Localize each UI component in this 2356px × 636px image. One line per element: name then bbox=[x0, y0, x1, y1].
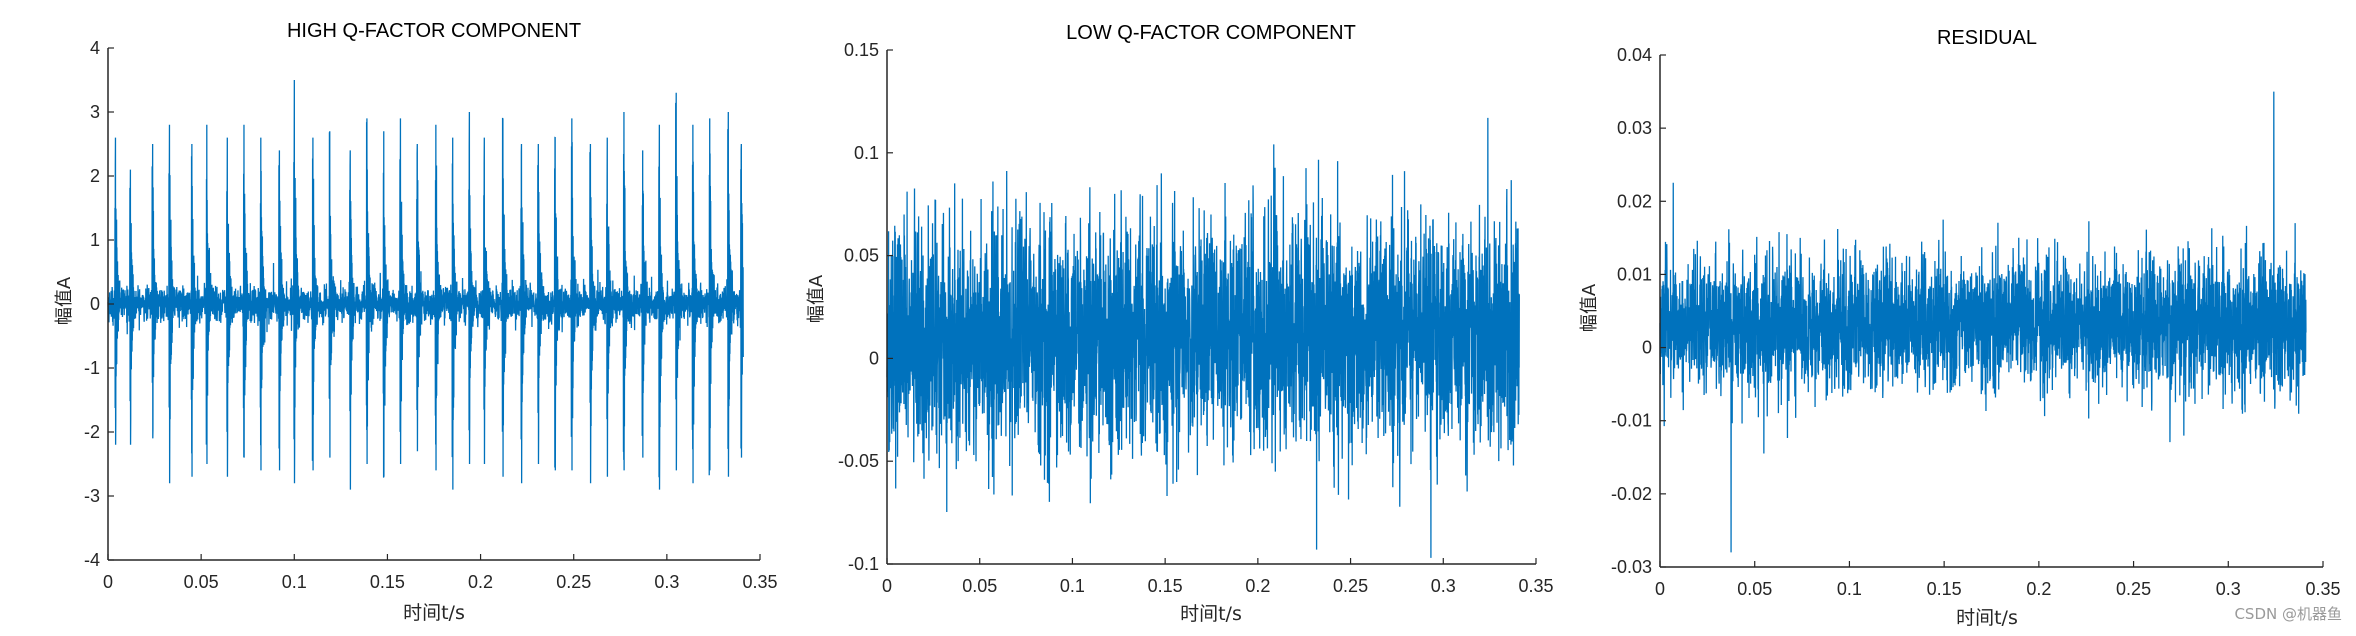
x-axis-label: 时间t/s bbox=[403, 602, 465, 624]
x-tick-label: 0.15 bbox=[1927, 579, 1962, 599]
watermark: CSDN @机器鱼 bbox=[2234, 605, 2342, 623]
chart-low-q-factor: LOW Q-FACTOR COMPONENT 幅值A 时间t/s 0 0.05 0.… bbox=[806, 22, 1554, 625]
chart-title: LOW Q-FACTOR COMPONENT bbox=[1066, 22, 1356, 44]
y-tick-label: -3 bbox=[84, 486, 100, 506]
x-axis-label: 时间t/s bbox=[1956, 607, 2018, 629]
y-tick-label: 3 bbox=[90, 102, 100, 122]
y-axis-label: 幅值A bbox=[54, 276, 75, 325]
axes: 0 0.05 0.1 0.15 0.2 0.25 0.3 0.35 -4 -3 -2 -1 0 1 2 3 4 bbox=[84, 38, 778, 592]
x-tick-label: 0.05 bbox=[1737, 579, 1772, 599]
x-tick-label: 0.2 bbox=[2026, 579, 2051, 599]
y-tick-label: -2 bbox=[84, 422, 100, 442]
series-line bbox=[886, 117, 1520, 558]
y-tick-label: 0.01 bbox=[1617, 264, 1652, 284]
y-tick-label: 0 bbox=[90, 294, 100, 314]
x-tick-label: 0.2 bbox=[468, 572, 493, 592]
chart-residual: RESIDUAL 幅值A 时间t/s 0 0.05 0.1 0.15 0.2 0.25 0.… bbox=[1579, 27, 2341, 629]
y-tick-label: 0.02 bbox=[1617, 191, 1652, 211]
signal-trace bbox=[107, 79, 744, 490]
series-line bbox=[107, 79, 744, 490]
axes: 0 0.05 0.1 0.15 0.2 0.25 0.3 0.35 -0.1 -0.05 0 0.05… bbox=[838, 40, 1554, 596]
x-tick-label: 0.3 bbox=[2216, 579, 2241, 599]
axes: 0 0.05 0.1 0.15 0.2 0.25 0.3 0.35 -0.03 -0.02 -0.0… bbox=[1611, 45, 2341, 599]
x-tick-label: 0.15 bbox=[370, 572, 405, 592]
x-tick-label: 0 bbox=[1655, 579, 1665, 599]
y-tick-label: 4 bbox=[90, 38, 100, 58]
y-axis-label: 幅值A bbox=[806, 274, 827, 323]
x-tick-label: 0.1 bbox=[282, 572, 307, 592]
x-tick-label: 0.3 bbox=[654, 572, 679, 592]
chart-title: RESIDUAL bbox=[1937, 27, 2037, 49]
x-tick-label: 0.2 bbox=[1245, 576, 1270, 596]
x-tick-label: 0.25 bbox=[2116, 579, 2151, 599]
y-tick-label: -0.02 bbox=[1611, 484, 1652, 504]
signal-trace bbox=[1659, 91, 2307, 553]
chart-title: HIGH Q-FACTOR COMPONENT bbox=[287, 20, 581, 42]
y-tick-label: -0.05 bbox=[838, 451, 879, 471]
x-tick-label: 0.25 bbox=[556, 572, 591, 592]
y-tick-label: -1 bbox=[84, 358, 100, 378]
x-axis-label: 时间t/s bbox=[1180, 603, 1242, 625]
y-tick-label: 1 bbox=[90, 230, 100, 250]
x-tick-label: 0.35 bbox=[742, 572, 777, 592]
x-tick-label: 0.1 bbox=[1060, 576, 1085, 596]
y-tick-label: -0.03 bbox=[1611, 557, 1652, 577]
x-tick-label: 0 bbox=[103, 572, 113, 592]
y-tick-label: -0.01 bbox=[1611, 411, 1652, 431]
x-tick-label: 0.05 bbox=[184, 572, 219, 592]
x-tick-label: 0.35 bbox=[1518, 576, 1553, 596]
y-tick-label: -0.1 bbox=[848, 554, 879, 574]
y-tick-label: 0 bbox=[869, 348, 879, 368]
x-tick-label: 0.3 bbox=[1431, 576, 1456, 596]
x-tick-label: 0.35 bbox=[2305, 579, 2340, 599]
y-tick-label: -4 bbox=[84, 550, 100, 570]
x-tick-label: 0 bbox=[882, 576, 892, 596]
signal-trace bbox=[886, 117, 1520, 558]
chart-high-q-factor: HIGH Q-FACTOR COMPONENT 幅值A 时间t/s 0 0.05 0… bbox=[54, 20, 778, 624]
x-tick-label: 0.25 bbox=[1333, 576, 1368, 596]
y-tick-label: 0.15 bbox=[844, 40, 879, 60]
x-tick-label: 0.1 bbox=[1837, 579, 1862, 599]
y-tick-label: 0 bbox=[1642, 338, 1652, 358]
x-tick-label: 0.05 bbox=[962, 576, 997, 596]
x-tick-label: 0.15 bbox=[1148, 576, 1183, 596]
y-tick-label: 2 bbox=[90, 166, 100, 186]
series-line bbox=[1659, 91, 2307, 553]
y-axis-label: 幅值A bbox=[1579, 283, 1600, 332]
y-tick-label: 0.05 bbox=[844, 246, 879, 266]
y-tick-label: 0.04 bbox=[1617, 45, 1652, 65]
y-tick-label: 0.03 bbox=[1617, 118, 1652, 138]
y-tick-label: 0.1 bbox=[854, 143, 879, 163]
